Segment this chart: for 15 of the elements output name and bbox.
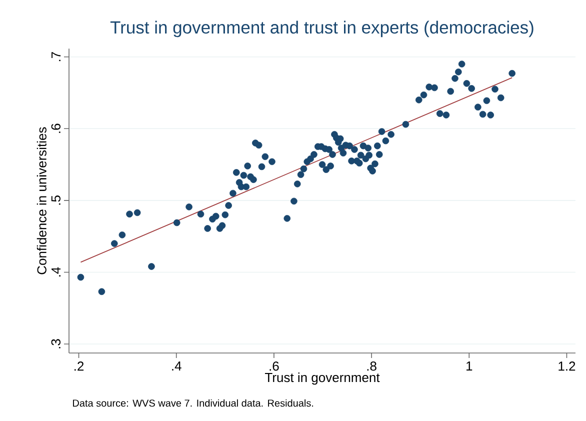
y-axis-title: Confidence in universities [36, 127, 46, 274]
y-tick-label: .4 [52, 267, 60, 276]
x-tick-label: 1.2 [558, 362, 576, 371]
x-tick-label: .4 [172, 362, 182, 370]
x-axis-title: Trust in government [264, 372, 380, 385]
y-tick-label: .7 [52, 52, 60, 62]
source-note: Data source: WVS wave 7. Individual data. Residuals. [73, 399, 314, 407]
x-tick-label: .2 [74, 362, 84, 371]
x-tick-label: 1 [466, 362, 472, 370]
y-tick-label: .5 [51, 196, 60, 205]
y-tick-label: .6 [51, 124, 60, 133]
x-tick-label: .8 [367, 362, 376, 371]
y-tick-label: .3 [51, 339, 60, 348]
chart-title: Trust in government and trust in experts (democracies) [110, 20, 534, 38]
x-tick-label: .6 [270, 362, 279, 371]
